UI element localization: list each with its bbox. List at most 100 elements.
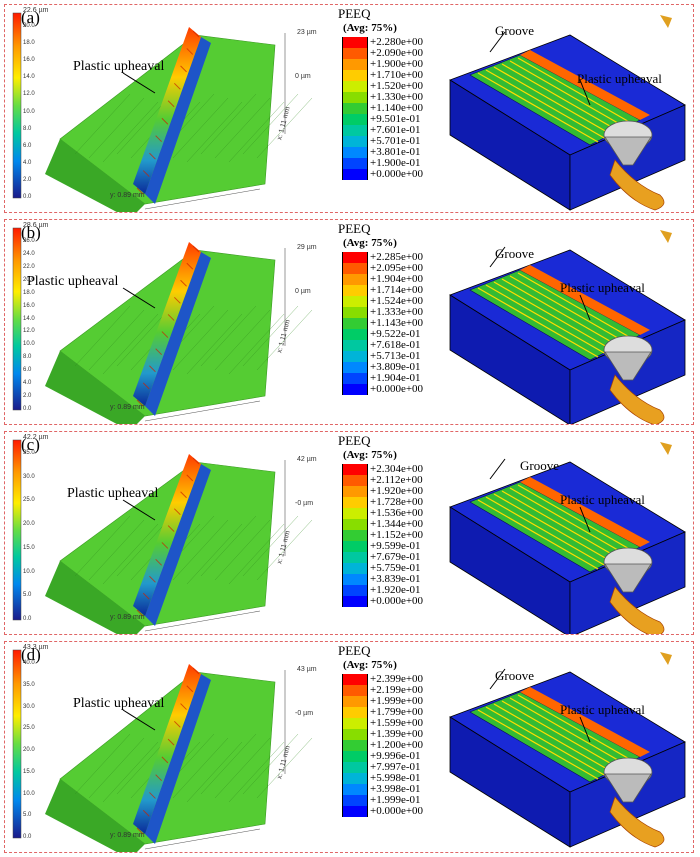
groove-arrow xyxy=(489,246,506,268)
legend-swatch xyxy=(342,252,368,263)
legend-row: +1.904e-01 xyxy=(342,372,502,384)
z-max-label: 23 µm xyxy=(297,29,317,36)
legend-swatch xyxy=(342,81,368,92)
legend-row: +2.399e+00 xyxy=(342,673,502,685)
legend-row: +2.090e+00 xyxy=(342,47,502,59)
annotation-arrow xyxy=(122,709,156,731)
legend-value: +1.710e+00 xyxy=(370,69,424,81)
height-colorbar xyxy=(12,12,22,199)
legend-value: +5.701e-01 xyxy=(370,135,421,147)
legend-row: +1.920e-01 xyxy=(342,584,502,596)
colorbar-tick: 10.0 xyxy=(23,341,35,348)
plastic-upheaval-label: Plastic upheaval xyxy=(73,59,165,74)
peeq-subtitle: (Avg: 75%) xyxy=(343,659,397,671)
legend-row: +9.599e-01 xyxy=(342,540,502,552)
legend-value: +9.996e-01 xyxy=(370,750,421,762)
colorbar-tick: 15.0 xyxy=(23,544,35,551)
peeq-subtitle: (Avg: 75%) xyxy=(343,22,397,34)
colorbar-tick: 0.0 xyxy=(23,834,32,840)
colorbar-tick: 25.0 xyxy=(23,725,35,732)
legend-row: +1.599e+00 xyxy=(342,717,502,729)
colorbar-tick: 18.0 xyxy=(23,40,35,47)
legend-row: +7.618e-01 xyxy=(342,339,502,351)
y-dimension-label: y: 0.89 mm xyxy=(110,192,145,199)
legend-row: +2.280e+00 xyxy=(342,36,502,48)
surface-side xyxy=(45,139,145,212)
legend-row: +2.304e+00 xyxy=(342,463,502,475)
panel-label: (c) xyxy=(21,435,40,454)
legend-value: +2.399e+00 xyxy=(370,673,424,685)
legend-value: +2.090e+00 xyxy=(370,47,424,59)
legend-value: +1.152e+00 xyxy=(370,529,424,541)
colorbar-tick: 2.0 xyxy=(23,393,32,400)
legend-value: +1.900e-01 xyxy=(370,157,421,169)
legend-swatch xyxy=(342,596,368,607)
fem-plastic-upheaval-label: Plastic upheaval xyxy=(560,280,645,295)
annotation-arrow xyxy=(122,287,156,309)
legend-row: +7.601e-01 xyxy=(342,124,502,136)
colorbar-tick: 40.0 xyxy=(23,660,35,666)
chip-fragment xyxy=(660,442,672,455)
y-dimension-label: y: 0.89 mm xyxy=(110,614,145,621)
legend-swatch xyxy=(342,530,368,541)
legend-row: +9.522e-01 xyxy=(342,328,502,340)
legend-value: +1.999e+00 xyxy=(370,695,424,707)
chip-fragment xyxy=(660,15,672,28)
z-max-label: 42 µm xyxy=(297,456,317,463)
groove-label: Groove xyxy=(495,246,534,261)
figure-panel-1: (a) Plastic upheaval 22.6 µm 20.0 18.0 16.0 14… xyxy=(4,4,694,213)
legend-swatch xyxy=(342,718,368,729)
colorbar-tick: 30.0 xyxy=(23,703,35,710)
peeq-title: PEEQ xyxy=(338,6,371,21)
peeq-legend: +2.399e+00 +2.199e+00 +1.999e+00 +1.799e+00… xyxy=(342,673,502,817)
legend-swatch xyxy=(342,296,368,307)
fem-upheaval-arrow xyxy=(579,716,591,743)
legend-swatch xyxy=(342,729,368,740)
groove-arrow xyxy=(489,668,506,690)
legend-swatch xyxy=(342,740,368,751)
fem-upheaval-edge xyxy=(520,265,650,335)
legend-value: +1.330e+00 xyxy=(370,91,424,103)
legend-row: +9.996e-01 xyxy=(342,750,502,762)
legend-row: +1.920e+00 xyxy=(342,485,502,497)
peeq-legend: +2.304e+00 +2.112e+00 +1.920e+00 +1.728e+00… xyxy=(342,463,502,607)
annotation-arrow xyxy=(122,72,156,94)
legend-value: +2.199e+00 xyxy=(370,684,424,696)
peeq-legend: +2.280e+00 +2.090e+00 +1.900e+00 +1.710e+00… xyxy=(342,36,502,180)
plastic-upheaval-ridge xyxy=(133,454,201,616)
fem-upheaval-arrow xyxy=(579,79,591,106)
colorbar-tick: 16.0 xyxy=(23,302,35,309)
fem-plastic-upheaval-label: Plastic upheaval xyxy=(560,492,645,507)
legend-swatch xyxy=(342,541,368,552)
legend-value: +3.839e-01 xyxy=(370,573,421,585)
annotation-arrow xyxy=(122,499,156,521)
groove-channel xyxy=(145,674,211,844)
legend-swatch xyxy=(342,795,368,806)
groove-arrow xyxy=(489,458,506,480)
legend-value: +1.333e+00 xyxy=(370,306,424,318)
cutting-tool-cone xyxy=(604,773,652,803)
surface-side xyxy=(45,779,145,852)
legend-value: +1.920e-01 xyxy=(370,584,421,596)
plastic-upheaval-label: Plastic upheaval xyxy=(67,486,159,501)
colorbar-tick: 25.0 xyxy=(23,497,35,504)
legend-swatch xyxy=(342,497,368,508)
colorbar-max-label: 42.2 µm xyxy=(23,434,49,441)
colorbar-tick: 5.0 xyxy=(23,812,32,819)
chip-fragment xyxy=(660,230,672,243)
colorbar-tick: 6.0 xyxy=(23,367,32,374)
legend-row: +3.998e-01 xyxy=(342,783,502,795)
groove-channel xyxy=(145,37,211,204)
legend-swatch xyxy=(342,263,368,274)
legend-value: +0.000e+00 xyxy=(370,595,424,607)
peeq-subtitle: (Avg: 75%) xyxy=(343,237,397,249)
colorbar-tick: 8.0 xyxy=(23,354,32,361)
legend-value: +1.920e+00 xyxy=(370,485,424,497)
colorbar-tick: 4.0 xyxy=(23,159,32,166)
legend-value: +1.140e+00 xyxy=(370,102,424,114)
fem-block-front xyxy=(449,294,571,424)
z-zero-label: -0 µm xyxy=(295,710,314,717)
legend-value: +1.999e-01 xyxy=(370,794,421,806)
legend-value: +7.679e-01 xyxy=(370,551,421,563)
legend-row: +1.333e+00 xyxy=(342,306,502,318)
